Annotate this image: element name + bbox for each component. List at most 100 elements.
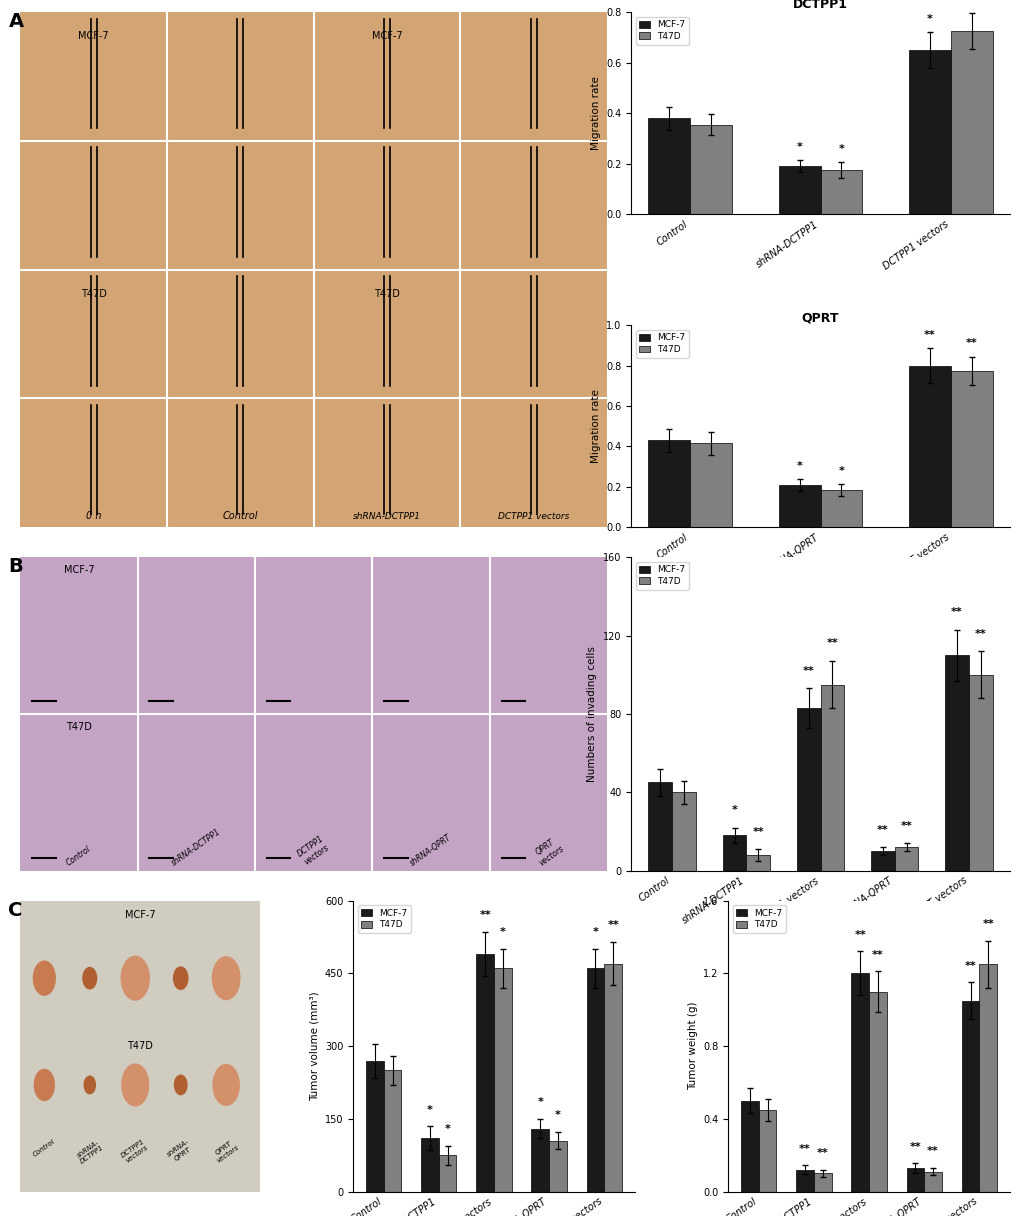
Text: MCF-7: MCF-7: [64, 565, 95, 575]
Bar: [923, 1172, 941, 1192]
Text: **: **: [900, 821, 912, 831]
Text: shRNA-QPRT: shRNA-QPRT: [409, 833, 453, 867]
Text: **: **: [802, 666, 814, 676]
Text: **: **: [854, 930, 865, 940]
Bar: [746, 855, 769, 871]
Bar: [813, 1173, 830, 1192]
Text: T47D: T47D: [127, 1041, 153, 1052]
Bar: [819, 170, 861, 214]
Text: **: **: [950, 607, 962, 617]
Text: **: **: [974, 629, 985, 638]
Bar: [421, 1138, 438, 1192]
Text: DCTPP1
vectors: DCTPP1 vectors: [296, 834, 331, 867]
Text: **: **: [965, 0, 976, 5]
Bar: [908, 50, 950, 214]
Bar: [819, 685, 844, 871]
Bar: [796, 708, 819, 871]
Text: *: *: [838, 466, 844, 475]
Text: **: **: [964, 961, 975, 970]
Ellipse shape: [85, 1076, 96, 1093]
Bar: [779, 167, 819, 214]
Legend: MCF-7, T47D: MCF-7, T47D: [732, 905, 786, 933]
Bar: [531, 1128, 548, 1192]
Y-axis label: Migration rate: Migration rate: [590, 389, 600, 463]
Text: **: **: [606, 921, 619, 930]
Text: DCTPP1 vectors: DCTPP1 vectors: [497, 512, 569, 520]
Legend: MCF-7, T47D: MCF-7, T47D: [358, 905, 411, 933]
Text: *: *: [427, 1104, 432, 1115]
Text: **: **: [926, 1147, 937, 1156]
Text: shRNA-
DCTPP1: shRNA- DCTPP1: [74, 1138, 105, 1165]
Text: **: **: [876, 824, 888, 834]
Text: **: **: [825, 638, 838, 648]
Text: *: *: [554, 1110, 560, 1120]
Text: **: **: [923, 331, 935, 340]
Ellipse shape: [121, 956, 149, 1000]
Ellipse shape: [212, 957, 239, 1000]
Text: A: A: [8, 12, 23, 32]
Text: *: *: [796, 142, 802, 152]
Text: *: *: [444, 1124, 450, 1135]
Bar: [950, 32, 991, 214]
Bar: [648, 440, 690, 528]
Text: shRNA-DCTPP1: shRNA-DCTPP1: [170, 827, 222, 867]
Bar: [548, 1141, 567, 1192]
Ellipse shape: [34, 961, 55, 995]
Bar: [908, 366, 950, 528]
Text: **: **: [479, 911, 490, 921]
Bar: [758, 1110, 775, 1192]
Bar: [870, 851, 894, 871]
Text: **: **: [909, 1142, 920, 1152]
Text: *: *: [796, 461, 802, 471]
Text: *: *: [731, 805, 737, 815]
Legend: MCF-7, T47D: MCF-7, T47D: [635, 330, 689, 358]
Bar: [978, 964, 996, 1192]
Text: MCF-7: MCF-7: [372, 32, 403, 41]
Text: T47D: T47D: [374, 289, 399, 299]
Y-axis label: Migration rate: Migration rate: [590, 77, 600, 150]
Bar: [961, 1001, 978, 1192]
Ellipse shape: [174, 1075, 186, 1094]
Y-axis label: Tumor weight (g): Tumor weight (g): [687, 1002, 697, 1091]
Text: B: B: [8, 557, 23, 576]
Text: *: *: [499, 928, 505, 938]
Bar: [851, 973, 868, 1192]
Bar: [493, 968, 512, 1192]
Ellipse shape: [213, 1064, 239, 1105]
Bar: [819, 490, 861, 528]
Text: *: *: [838, 145, 844, 154]
Bar: [721, 835, 746, 871]
Ellipse shape: [83, 968, 97, 989]
Bar: [438, 1155, 457, 1192]
Legend: MCF-7, T47D: MCF-7, T47D: [635, 562, 689, 590]
Bar: [894, 848, 917, 871]
Text: 0 h: 0 h: [86, 511, 102, 520]
Text: MCF-7: MCF-7: [78, 32, 109, 41]
Title: DCTPP1: DCTPP1: [792, 0, 847, 11]
Bar: [603, 963, 622, 1192]
Bar: [648, 782, 672, 871]
Text: shRNA-
QPRT: shRNA- QPRT: [166, 1138, 195, 1164]
Bar: [968, 675, 991, 871]
Title: QPRT: QPRT: [801, 311, 839, 325]
Ellipse shape: [121, 1064, 149, 1105]
Y-axis label: Numbers of invading cells: Numbers of invading cells: [587, 646, 597, 782]
Ellipse shape: [35, 1069, 54, 1100]
Text: QPRT
vectors: QPRT vectors: [531, 835, 566, 867]
Bar: [945, 655, 968, 871]
Y-axis label: Tumor volume (mm³): Tumor volume (mm³): [309, 991, 319, 1100]
Text: **: **: [752, 827, 763, 837]
Bar: [476, 953, 493, 1192]
Text: **: **: [981, 919, 994, 929]
Text: MCF-7: MCF-7: [124, 911, 155, 921]
Text: DCTPP1
vectors: DCTPP1 vectors: [120, 1138, 150, 1165]
Text: Control: Control: [65, 844, 93, 867]
Bar: [690, 444, 732, 528]
Text: T47D: T47D: [66, 722, 92, 732]
Text: **: **: [871, 950, 882, 959]
Bar: [690, 124, 732, 214]
Bar: [586, 968, 603, 1192]
Text: **: **: [799, 1144, 810, 1154]
Bar: [868, 991, 886, 1192]
Bar: [796, 1170, 813, 1192]
